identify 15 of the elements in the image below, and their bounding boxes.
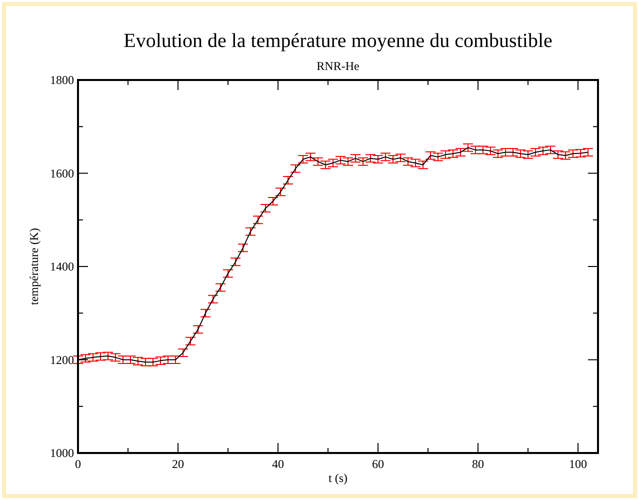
x-axis-title: t (s) [328,471,348,485]
y-tick-label: 1800 [50,73,74,87]
y-tick-label: 1000 [50,446,74,460]
chart-subtitle: RNR-He [316,59,360,73]
x-tick-label: 100 [569,457,587,471]
y-tick-label: 1600 [50,166,74,180]
x-tick-label: 20 [172,457,184,471]
chart-title: Evolution de la température moyenne du combustible [124,30,552,52]
x-tick-label: 80 [472,457,484,471]
y-tick-label: 1200 [50,352,74,367]
y-axis-title: température (K) [27,228,41,305]
x-tick-label: 40 [272,457,284,471]
x-tick-label: 0 [75,457,81,471]
y-tick-label: 1400 [50,260,74,274]
x-tick-label: 60 [372,457,384,471]
